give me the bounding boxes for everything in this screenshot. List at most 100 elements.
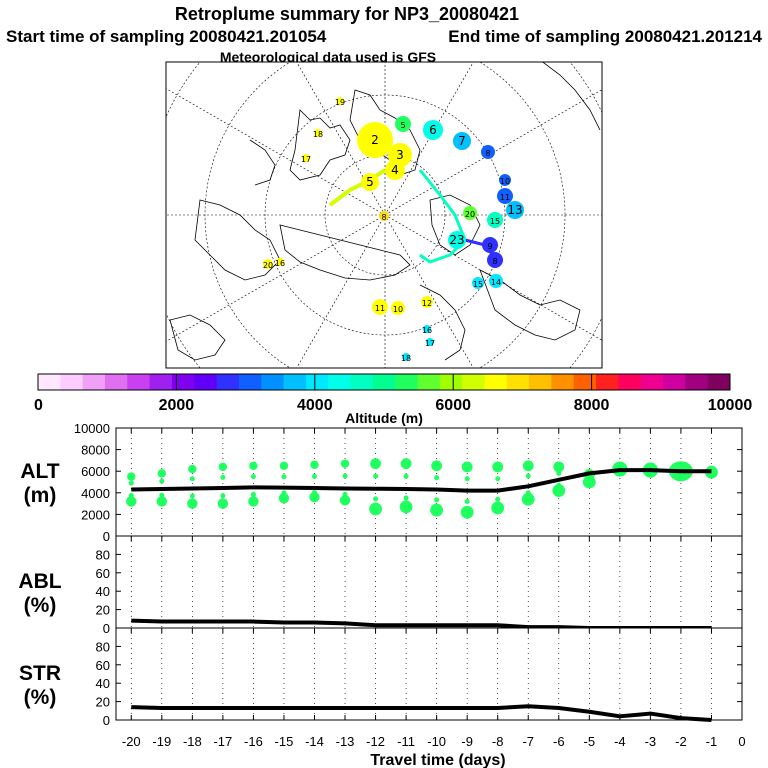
alt-marker (281, 474, 287, 480)
x-tick-label: -12 (366, 734, 385, 749)
plume-blob (423, 325, 431, 333)
meridian-line (296, 214, 386, 368)
y-axis-label: STR (19, 662, 61, 685)
plume-blob (391, 301, 405, 315)
plume-day-label: 18 (401, 354, 411, 363)
alt-marker (279, 461, 289, 470)
plume-blob (487, 252, 503, 268)
y-tick-label: 60 (96, 658, 110, 673)
plume-blob (489, 274, 503, 288)
colorbar-swatch (372, 374, 396, 390)
coastline (169, 314, 226, 361)
colorbar-swatch (395, 374, 418, 390)
colorbar-swatch (663, 374, 686, 390)
meridian-line (384, 214, 474, 368)
plume-blob (487, 212, 503, 228)
y-axis-label: (%) (24, 594, 57, 617)
alt-marker (311, 473, 317, 479)
y-tick-label: 6000 (81, 464, 110, 479)
plume-blob (506, 201, 524, 219)
plume-day-label: 15 (473, 280, 483, 289)
alt-marker (189, 476, 195, 482)
alt-marker (250, 491, 256, 497)
coastline (429, 194, 481, 256)
colorbar-swatch (596, 374, 619, 390)
alt-marker (127, 472, 136, 481)
alt-marker (340, 459, 350, 468)
plume-day-label: 20 (263, 261, 273, 270)
meridian-line (166, 214, 386, 342)
alt-marker (582, 475, 596, 489)
series-line (131, 704, 712, 722)
y-tick-label: 40 (96, 584, 110, 599)
y-tick-label: 0 (103, 621, 110, 636)
alt-marker (220, 474, 226, 480)
plume-day-label: 17 (301, 155, 311, 164)
x-tick-label: -13 (336, 734, 355, 749)
plume-track-segment (328, 168, 387, 207)
coastline (279, 224, 411, 281)
colorbar-swatch (149, 374, 173, 390)
alt-marker (556, 470, 562, 476)
plume-blob (276, 258, 284, 266)
alt-marker (491, 501, 505, 515)
alt-marker (464, 476, 470, 482)
alt-marker (311, 490, 317, 496)
panel-frame (115, 427, 743, 537)
alt-marker (431, 460, 443, 472)
meridian-line (384, 89, 602, 216)
coastline (289, 109, 351, 181)
alt-marker (586, 475, 592, 481)
plume-day-label: 9 (487, 242, 492, 251)
plume-blob (314, 129, 322, 137)
alt-marker (556, 482, 562, 488)
plume-day-label: 11 (500, 193, 510, 202)
start-time-label: Start time of sampling 20080421.201054 (6, 27, 327, 46)
alt-marker (220, 493, 226, 499)
plume-blob (499, 174, 511, 186)
y-tick-label: 80 (96, 639, 110, 654)
alt-marker (248, 496, 259, 507)
colorbar-tick-label: 8000 (574, 397, 610, 414)
colorbar-swatch (350, 374, 374, 390)
colorbar-swatch (305, 374, 329, 390)
alt-marker (339, 495, 351, 506)
colorbar-swatch (283, 374, 307, 390)
y-tick-label: 0 (103, 529, 110, 544)
colorbar-swatch (171, 374, 195, 390)
time-series-panels: 0200040006000800010000ALT(m)020406080ABL… (18, 421, 745, 749)
alt-marker (157, 469, 167, 478)
colorbar-swatch (261, 374, 285, 390)
alt-marker (521, 492, 535, 506)
y-tick-label: 8000 (81, 443, 110, 458)
colorbar-tick-label: 6000 (435, 397, 471, 414)
alt-marker (460, 505, 474, 519)
plume-day-label: 7 (458, 134, 466, 148)
x-tick-label: -1 (706, 734, 718, 749)
plume-day-label: 5 (400, 121, 405, 130)
x-tick-label: -17 (213, 734, 232, 749)
coastline (542, 62, 601, 131)
colorbar-swatch (439, 374, 463, 390)
plume-day-label: 6 (429, 123, 437, 137)
alt-marker (159, 492, 165, 498)
plume-blob (302, 154, 310, 162)
alt-marker (156, 496, 168, 507)
colorbar-tick-label: 10000 (708, 397, 753, 414)
coastline (194, 199, 281, 281)
plume-day-label: 10 (500, 177, 510, 186)
colorbar-swatch (618, 374, 642, 390)
x-tick-label: -20 (122, 734, 141, 749)
plume-day-label: 19 (335, 98, 345, 107)
colorbar-swatch (707, 374, 731, 390)
alt-marker (369, 502, 382, 516)
colorbar-tick-label: 2000 (159, 397, 195, 414)
alt-marker (217, 498, 229, 509)
plume-blob (395, 116, 411, 132)
x-tick-label: -9 (461, 734, 473, 749)
plume-blob (402, 353, 410, 361)
map-coastlines (169, 62, 601, 361)
colorbar-swatch (127, 374, 151, 390)
alt-marker (403, 495, 409, 501)
alt-marker (430, 503, 444, 517)
